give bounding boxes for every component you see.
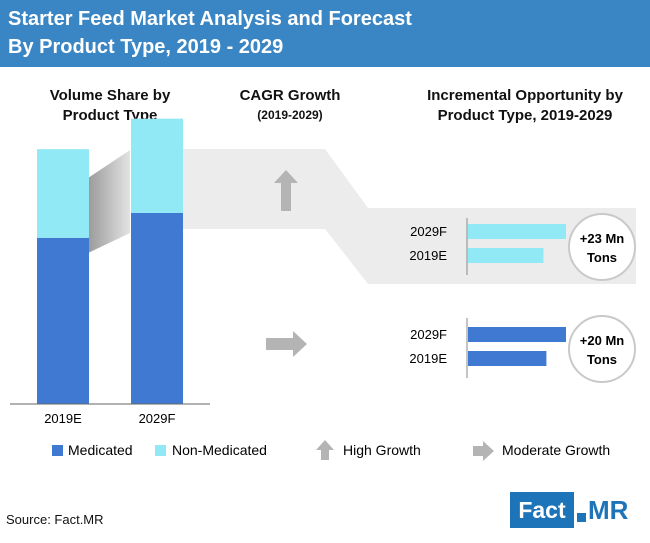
bar-medicated-2029f bbox=[131, 212, 183, 404]
chart-title: Starter Feed Market Analysis and Forecas… bbox=[8, 8, 412, 30]
bar-non-medicated-2019e bbox=[37, 149, 89, 238]
annotation-lower-line1: +20 Mn bbox=[580, 333, 624, 348]
y-tick-label: 2029F bbox=[410, 327, 447, 342]
cagr-title: CAGR Growth bbox=[239, 87, 341, 104]
annotation-circle-lower bbox=[568, 315, 636, 383]
legend-medicated-label: Medicated bbox=[68, 442, 133, 458]
incremental-title-line1: Incremental Opportunity by bbox=[427, 87, 623, 104]
hbar-medicated-2019e bbox=[468, 351, 547, 366]
legend-high-growth-label: High Growth bbox=[343, 442, 421, 458]
y-tick-label: 2029F bbox=[410, 224, 447, 239]
y-tick-label: 2019E bbox=[409, 351, 447, 366]
hbar-non-medicated-2019e bbox=[468, 248, 544, 263]
logo-mr: MR bbox=[588, 495, 629, 525]
x-tick-label: 2019E bbox=[44, 411, 82, 426]
annotation-circle-upper bbox=[568, 213, 636, 281]
bar-medicated-2019e bbox=[37, 237, 89, 404]
legend-medicated-swatch bbox=[52, 445, 63, 456]
volume-share-title-line1: Volume Share by bbox=[49, 87, 171, 104]
logo-dot bbox=[577, 513, 586, 522]
legend-high-growth-icon bbox=[316, 440, 334, 460]
hbar-non-medicated-2029f bbox=[468, 224, 566, 239]
legend-moderate-growth-label: Moderate Growth bbox=[502, 442, 610, 458]
incremental-title-line2: Product Type, 2019-2029 bbox=[437, 107, 613, 124]
bar-connector bbox=[88, 150, 130, 253]
source-note: Source: Fact.MR bbox=[6, 512, 104, 527]
factmr-logo: Fact MR bbox=[510, 492, 646, 528]
logo-fact: Fact bbox=[510, 492, 574, 528]
high-growth-arrow-icon bbox=[274, 170, 298, 211]
annotation-upper-line2: Tons bbox=[587, 250, 617, 265]
legend-non-medicated-swatch bbox=[155, 445, 166, 456]
legend-moderate-growth-icon bbox=[473, 441, 494, 461]
x-tick-label: 2029F bbox=[139, 411, 176, 426]
incremental-title: Incremental Opportunity by Product Type,… bbox=[400, 86, 650, 126]
growth-band bbox=[183, 149, 636, 284]
bar-non-medicated-2029f bbox=[131, 118, 183, 213]
y-tick-label: 2019E bbox=[409, 248, 447, 263]
chart-subtitle: By Product Type, 2019 - 2029 bbox=[8, 36, 284, 58]
legend-non-medicated-label: Non-Medicated bbox=[172, 442, 267, 458]
header-banner: Starter Feed Market Analysis and Forecas… bbox=[0, 0, 650, 67]
annotation-upper-line1: +23 Mn bbox=[580, 231, 624, 246]
hbar-medicated-2029f bbox=[468, 327, 566, 342]
cagr-subtitle: (2019-2029) bbox=[257, 108, 323, 122]
moderate-growth-arrow-icon bbox=[266, 331, 307, 357]
annotation-lower-line2: Tons bbox=[587, 352, 617, 367]
